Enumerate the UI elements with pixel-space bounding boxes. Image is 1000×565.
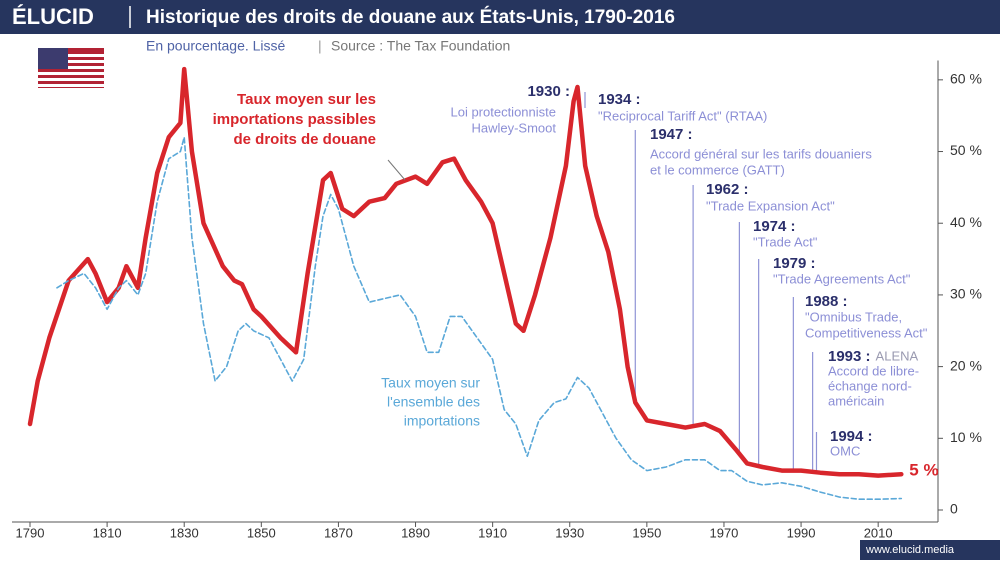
x-tick-label: 1850: [247, 525, 276, 540]
series-line: [27, 66, 904, 478]
x-tick-label: 1830: [170, 525, 199, 540]
x-tick-label: 1910: [478, 525, 507, 540]
annotation-text: "Trade Act": [753, 234, 818, 249]
label-leader: [387, 159, 406, 181]
footer: www.elucid.media: [865, 544, 955, 556]
y-tick-label: 60 %: [950, 71, 982, 87]
x-tick-label: 2010: [864, 525, 893, 540]
x-tick-label: 1810: [93, 525, 122, 540]
annotation-year: 1934 :: [598, 91, 641, 108]
chart-title: Historique des droits de douane aux État…: [146, 6, 675, 28]
end-label: 5 %: [909, 461, 938, 480]
annotation-text: "Reciprocal Tariff Act" (RTAA): [598, 108, 767, 123]
annotation-text: "Trade Expansion Act": [706, 198, 835, 213]
y-tick-label: 20 %: [950, 357, 982, 373]
annotation-text: Hawley-Smoot: [471, 120, 556, 135]
x-tick-label: 1930: [555, 525, 584, 540]
annotation-year: 1947 :: [650, 126, 693, 143]
annotation-year: 1979 :: [773, 255, 816, 272]
y-tick-label: 10 %: [950, 429, 982, 445]
x-tick-label: 1790: [16, 525, 45, 540]
annotation-year: 1974 :: [753, 218, 796, 235]
source: Source : The Tax Foundation: [331, 38, 510, 54]
y-tick-label: 0: [950, 501, 958, 517]
annotation-text: échange nord-: [828, 378, 912, 393]
annotation-year: 1993 :: [828, 348, 871, 365]
annotation-suffix: ALENA: [876, 348, 919, 363]
series-line: [56, 136, 903, 500]
series-label: importations: [404, 413, 480, 429]
brand: ÉLUCID: [12, 4, 94, 29]
annotation-year: 1988 :: [805, 293, 848, 310]
annotation-text: OMC: [830, 443, 860, 458]
series-label: l'ensemble des: [387, 394, 480, 410]
header-bar: [0, 0, 1000, 34]
x-tick-label: 1970: [709, 525, 738, 540]
annotation-text: Competitiveness Act": [805, 325, 928, 340]
y-tick-label: 40 %: [950, 214, 982, 230]
annotation-text: Accord de libre-: [828, 363, 919, 378]
annotation-text: américain: [828, 393, 884, 408]
x-tick-label: 1870: [324, 525, 353, 540]
series-label: importations passibles: [213, 111, 376, 128]
annotation-year: 1994 :: [830, 428, 873, 445]
y-tick-label: 30 %: [950, 286, 982, 302]
series-label: Taux moyen sur: [381, 375, 480, 391]
x-tick-label: 1990: [787, 525, 816, 540]
y-tick-label: 50 %: [950, 142, 982, 158]
series-label: Taux moyen sur les: [237, 91, 376, 108]
footer-bar: [860, 540, 1000, 560]
series-label: de droits de douane: [233, 131, 376, 148]
annotation-text: et le commerce (GATT): [650, 162, 785, 177]
x-tick-label: 1890: [401, 525, 430, 540]
separator: |: [318, 38, 322, 54]
x-tick-label: 1950: [632, 525, 661, 540]
annotation-text: "Omnibus Trade,: [805, 309, 902, 324]
subtitle: En pourcentage. Lissé: [146, 38, 286, 54]
annotation-year: 1962 :: [706, 181, 749, 198]
annotation-text: Accord général sur les tarifs douaniers: [650, 146, 872, 161]
annotation-text: Loi protectionniste: [450, 104, 556, 119]
annotation-text: "Trade Agreements Act": [773, 271, 911, 286]
annotation-year: 1930 :: [527, 83, 570, 100]
flag: [38, 48, 104, 88]
